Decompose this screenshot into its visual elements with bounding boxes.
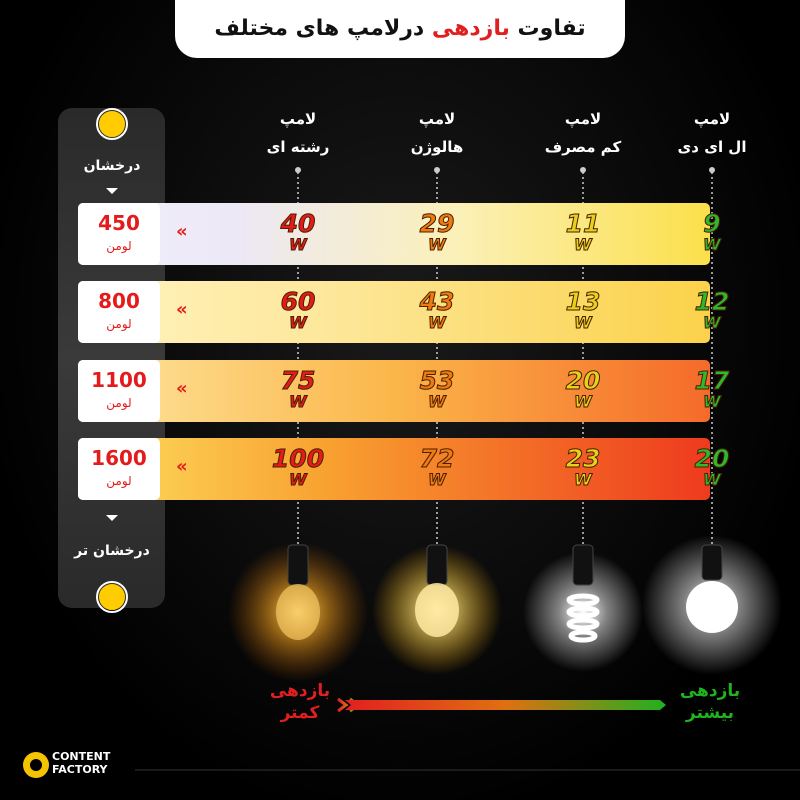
efficiency-line: بازدهی bbox=[679, 681, 741, 701]
watt-value: 9 bbox=[703, 209, 721, 238]
column-subtitle: کم مصرف bbox=[544, 138, 622, 156]
watt-value: 20 bbox=[694, 444, 730, 473]
row-band bbox=[78, 360, 710, 422]
efficiency-line: کمتر bbox=[280, 703, 320, 723]
watt-value: 20 bbox=[565, 366, 601, 395]
watt-value: 40 bbox=[280, 209, 316, 238]
watt-value: 11 bbox=[565, 209, 601, 238]
title-start: تفاوت bbox=[517, 16, 586, 41]
row-band bbox=[78, 203, 710, 265]
column-subtitle: هالوژن bbox=[410, 138, 464, 156]
watt-value: 100 bbox=[271, 444, 325, 473]
title-highlight: بازدهی bbox=[431, 16, 510, 41]
watt-unit: W bbox=[703, 470, 722, 489]
watt-unit: W bbox=[574, 470, 593, 489]
chevrons: « bbox=[176, 378, 188, 399]
watt-unit: W bbox=[428, 313, 447, 332]
watt-value: 13 bbox=[565, 287, 601, 316]
logo-line: FACTORY bbox=[52, 763, 108, 776]
chevrons: « bbox=[176, 221, 188, 242]
column-subtitle: رشته ای bbox=[266, 138, 330, 156]
watt-value: 60 bbox=[280, 287, 316, 316]
efficiency-line: بازدهی bbox=[269, 681, 331, 701]
watt-unit: W bbox=[289, 392, 308, 411]
column-title: لامپ bbox=[418, 110, 456, 128]
watt-unit: W bbox=[428, 235, 447, 254]
lumen-cell bbox=[78, 438, 160, 500]
column-title: لامپ bbox=[693, 110, 731, 128]
watt-unit: W bbox=[574, 313, 593, 332]
watt-unit: W bbox=[703, 235, 722, 254]
watt-value: 72 bbox=[419, 444, 455, 473]
chevrons: « bbox=[176, 299, 188, 320]
title-end: درلامپ های مختلف bbox=[214, 16, 425, 41]
watt-value: 75 bbox=[280, 366, 316, 395]
chevrons: « bbox=[176, 456, 188, 477]
lumen-cell bbox=[78, 281, 160, 343]
lumen-value: 450 bbox=[98, 211, 140, 235]
title: تفاوت بازدهی درلامپ های مختلف bbox=[175, 0, 625, 58]
watt-unit: W bbox=[428, 392, 447, 411]
watt-unit: W bbox=[703, 392, 722, 411]
efficiency-more: بازدهی بیشتر bbox=[670, 680, 750, 724]
watt-value: 53 bbox=[419, 366, 455, 395]
watt-unit: W bbox=[289, 235, 308, 254]
watt-value: 17 bbox=[694, 366, 730, 395]
watt-unit: W bbox=[703, 313, 722, 332]
brightness-top: درخشان bbox=[83, 158, 141, 174]
watt-unit: W bbox=[428, 470, 447, 489]
logo-line: CONTENT bbox=[52, 750, 111, 763]
lumen-unit: لومن bbox=[106, 396, 132, 410]
column-title: لامپ bbox=[279, 110, 317, 128]
lumen-value: 800 bbox=[98, 289, 140, 313]
row-band bbox=[78, 281, 710, 343]
column-subtitle: ال ای دی bbox=[677, 138, 747, 156]
column-title: لامپ bbox=[564, 110, 602, 128]
logo: CONTENT FACTORY bbox=[52, 750, 110, 776]
lumen-unit: لومن bbox=[106, 239, 132, 253]
efficiency-line: بیشتر bbox=[685, 703, 735, 723]
watt-unit: W bbox=[574, 392, 593, 411]
efficiency-less: بازدهی کمتر bbox=[260, 680, 340, 724]
lumen-unit: لومن bbox=[106, 474, 132, 488]
watt-value: 43 bbox=[419, 287, 455, 316]
watt-unit: W bbox=[289, 313, 308, 332]
lumen-cell bbox=[78, 360, 160, 422]
lumen-cell bbox=[78, 203, 160, 265]
watt-unit: W bbox=[574, 235, 593, 254]
watt-value: 29 bbox=[419, 209, 455, 238]
lumen-value: 1100 bbox=[91, 368, 147, 392]
brightness-bottom: درخشان تر bbox=[74, 543, 150, 559]
watt-value: 23 bbox=[565, 444, 601, 473]
row-band bbox=[78, 438, 710, 500]
watt-unit: W bbox=[289, 470, 308, 489]
lumen-unit: لومن bbox=[106, 317, 132, 331]
lumen-value: 1600 bbox=[91, 446, 147, 470]
watt-value: 12 bbox=[694, 287, 730, 316]
